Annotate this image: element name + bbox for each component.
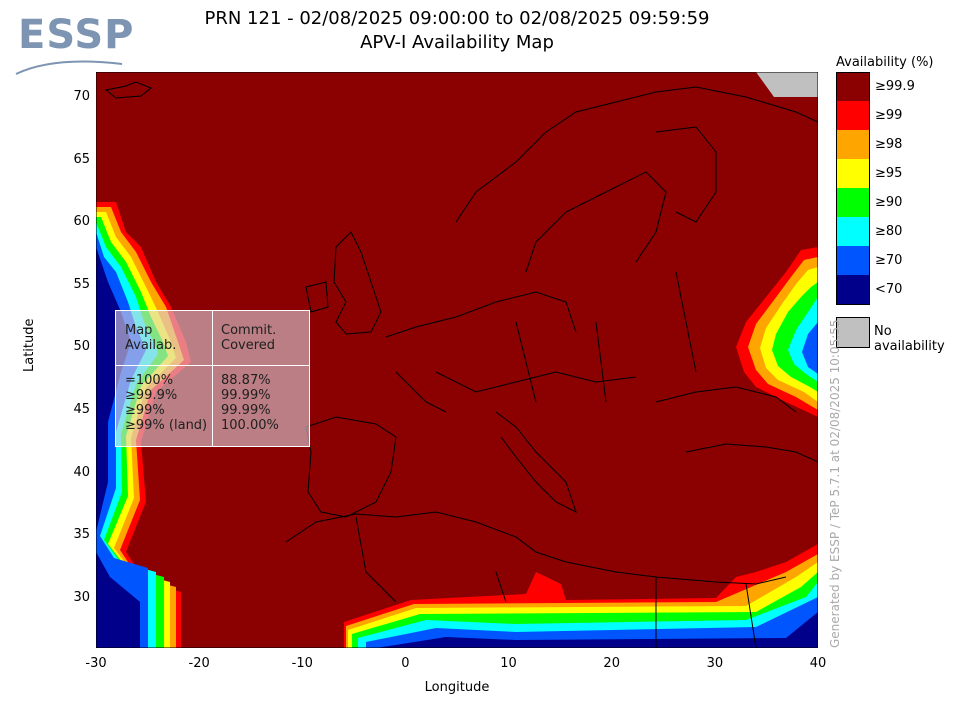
east-degradation-bands [736,247,818,417]
y-tick-label: 50 [73,339,90,355]
no-availability-ne [756,72,818,97]
availability-stats-table: Map Availab. Commit. Covered =100% ≥99.9… [115,310,310,447]
y-tick-label: 60 [73,214,90,230]
y-tick-label: 45 [73,402,90,418]
legend-swatch [836,159,870,188]
x-tick-label: 10 [500,656,517,671]
legend-label-no-availability: No availability [874,324,945,354]
x-axis-label: Longitude [424,680,490,695]
legend-label: ≥95 [875,166,903,181]
y-axis-label: Latitude [22,318,37,372]
x-tick-label: 20 [603,656,620,671]
legend-label: ≥98 [875,137,903,152]
y-tick-label: 30 [73,589,90,605]
x-tick-label: -30 [85,656,107,671]
x-tick-label: -20 [188,656,210,671]
stats-row-divider [116,365,309,366]
legend-swatch [836,130,870,159]
y-tick-label: 35 [73,527,90,543]
legend-label: ≥99.9 [875,79,915,94]
logo-swoosh-icon [15,60,123,75]
legend-swatch [836,101,870,130]
legend-label: ≥90 [875,195,903,210]
legend-swatch [836,275,870,305]
y-tick-label: 55 [73,276,90,292]
y-tick-label: 70 [73,89,90,105]
south-degradation-bands [344,544,818,648]
legend-title: Availability (%) [836,55,934,70]
stats-values: 88.87% 99.99% 99.99% 100.00% [221,373,279,433]
stats-header-availability: Map Availab. [125,323,177,353]
y-tick-label: 40 [73,464,90,480]
x-tick-label: -10 [291,656,313,671]
x-tick-label: 0 [401,656,410,671]
legend-swatch [836,217,870,246]
legend-label: ≥80 [875,224,903,239]
legend-swatch-no-availability [836,317,870,348]
chart-title: PRN 121 - 02/08/2025 09:00:00 to 02/08/2… [204,8,710,29]
legend-label: ≥70 [875,253,903,268]
legend-label: ≥99 [875,108,903,123]
stats-thresholds: =100% ≥99.9% ≥99% ≥99% (land) [125,373,208,433]
legend-label: <70 [875,282,903,297]
chart-subtitle: APV-I Availability Map [360,32,554,53]
generated-watermark: Generated by ESSP / TeP 5.7.1 at 02/08/2… [828,319,842,648]
coastlines [104,81,818,648]
legend-swatch [836,72,870,102]
essp-logo: ESSP [18,12,135,58]
legend-swatch [836,246,870,275]
y-tick-label: 65 [73,151,90,167]
x-tick-label: 30 [706,656,724,671]
stats-col-divider [212,311,213,446]
x-tick-label: 40 [809,656,827,671]
stats-header-commit: Commit. Covered [221,323,277,353]
legend-swatch [836,188,870,217]
